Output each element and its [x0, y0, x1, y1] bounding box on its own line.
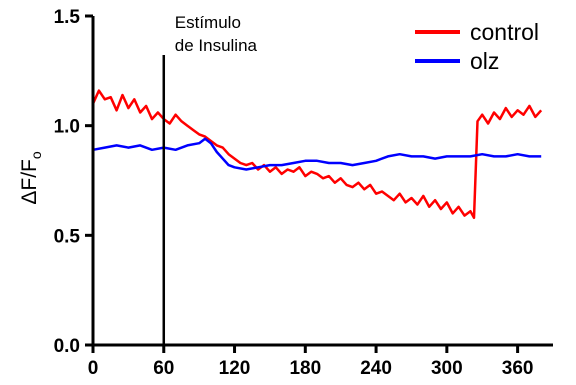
legend: control olz	[415, 19, 539, 74]
axes-layer	[91, 16, 553, 347]
svg-text:ΔF/Fo: ΔF/Fo	[18, 151, 44, 205]
x-tick-label: 0	[88, 358, 99, 379]
y-axis-label: ΔF/Fo	[18, 151, 44, 205]
y-tick-label: 1.5	[54, 7, 81, 28]
y-axis-label-main: ΔF/F	[18, 159, 41, 205]
x-tick-label: 180	[289, 358, 321, 379]
x-tick-label: 240	[360, 358, 392, 379]
x-tick-label: 300	[431, 358, 463, 379]
series-line-olz	[92, 137, 542, 171]
series-layer	[91, 89, 543, 220]
x-tick-label: 120	[219, 358, 251, 379]
y-tick-label: 0.5	[54, 226, 81, 247]
y-tick-label: 1.0	[54, 117, 80, 138]
annotation-line-2: de Insulina	[175, 36, 258, 55]
ticks-layer: 0 60 120 180 240 300 360 0.0 0.5 1.0 1.5	[54, 7, 534, 379]
x-tick-label: 60	[153, 358, 174, 379]
series-line-control	[91, 89, 543, 220]
legend-label-olz: olz	[470, 48, 499, 74]
x-tick-label: 360	[502, 358, 534, 379]
y-tick-label: 0.0	[54, 336, 80, 357]
y-axis-label-sub: o	[28, 151, 44, 159]
legend-label-control: control	[470, 19, 539, 45]
annotation-line-1: Estímulo	[175, 13, 241, 32]
